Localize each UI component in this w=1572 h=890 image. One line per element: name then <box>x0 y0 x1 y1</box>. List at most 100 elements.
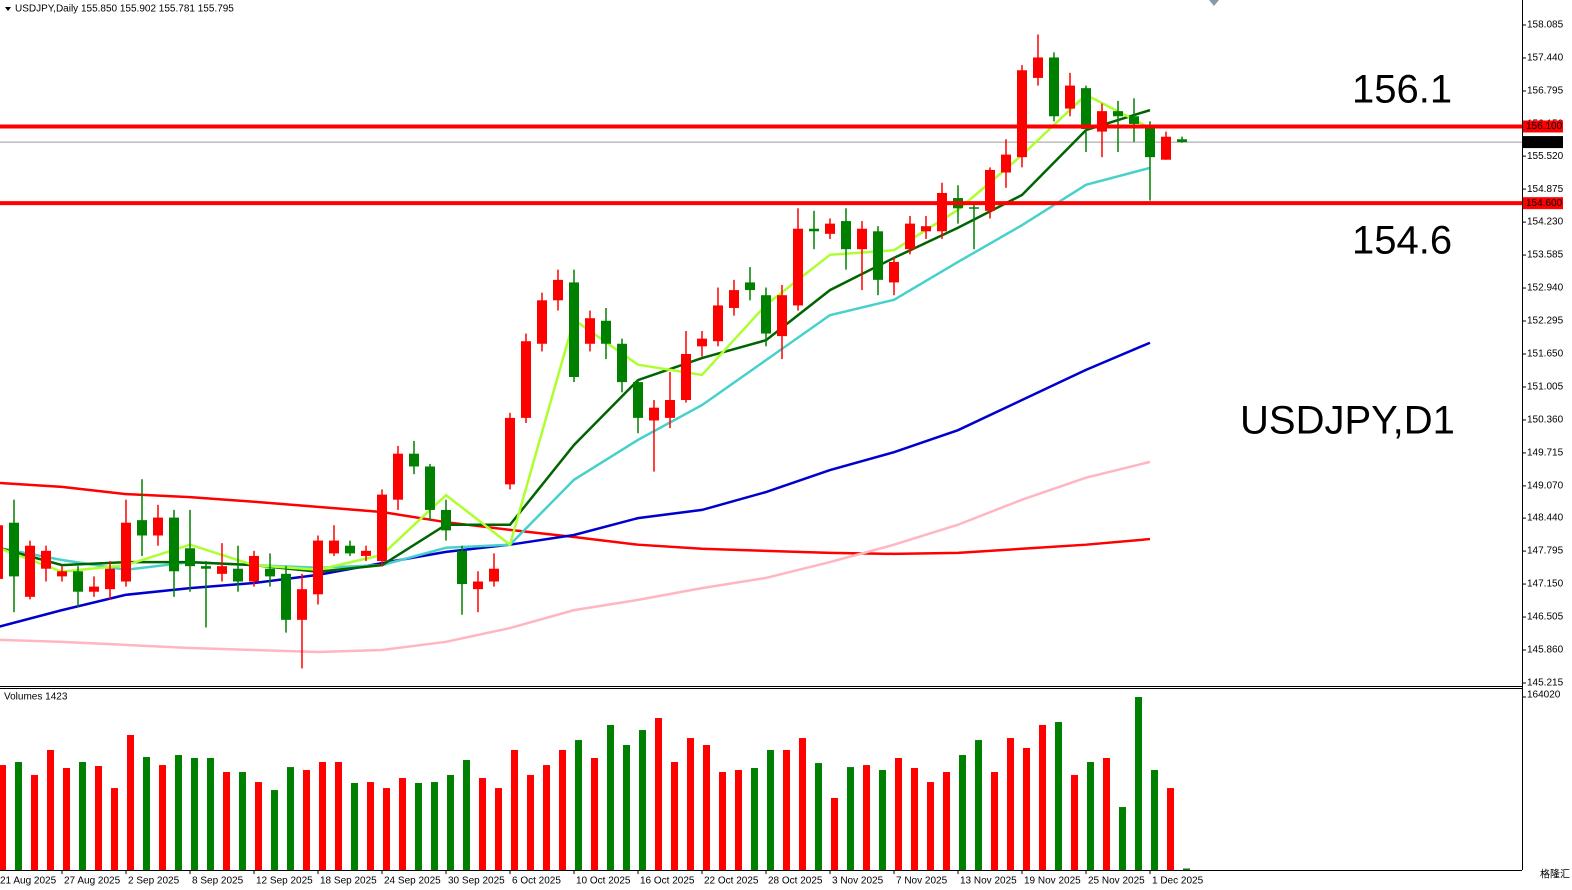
x-tick-label: 24 Sep 2025 <box>384 876 441 887</box>
volume-bar <box>863 765 870 870</box>
candle-body <box>489 568 499 582</box>
candle-body <box>969 207 979 209</box>
candle-body <box>41 550 51 569</box>
x-tick-label: 22 Oct 2025 <box>704 876 759 887</box>
x-tick-label: 28 Oct 2025 <box>768 876 823 887</box>
candle-body <box>601 320 611 344</box>
volume-bar <box>111 788 118 870</box>
x-tick-label: 27 Aug 2025 <box>64 876 121 887</box>
candle-body <box>697 338 707 347</box>
x-tick-label: 3 Nov 2025 <box>832 876 884 887</box>
volume-bar <box>1183 868 1190 870</box>
volume-bar <box>991 772 998 870</box>
volume-bar <box>399 778 406 870</box>
volume-bar <box>1055 722 1062 870</box>
moving-average <box>0 460 1151 654</box>
candle-body <box>745 282 755 291</box>
volume-bar <box>1087 761 1094 870</box>
volume-bar <box>175 755 182 870</box>
volume-bar <box>511 749 518 870</box>
volume-bar <box>287 767 294 870</box>
candle-body <box>809 228 819 232</box>
volume-bar <box>911 768 918 870</box>
y-tick-label: 155.520 <box>1527 151 1564 162</box>
volume-bar <box>479 778 486 870</box>
candle-body <box>393 453 403 500</box>
candle-body <box>985 169 995 211</box>
y-tick-label: 149.070 <box>1527 481 1564 492</box>
candle-body <box>1081 88 1091 130</box>
volume-bar <box>303 770 310 870</box>
y-tick-label: 153.585 <box>1527 250 1564 261</box>
volume-bar <box>783 749 790 870</box>
x-tick-label: 1 Dec 2025 <box>1152 876 1204 887</box>
volume-bar <box>847 767 854 870</box>
level-tag <box>1523 197 1563 210</box>
candle-body <box>345 545 355 554</box>
y-tick-label: 151.005 <box>1527 382 1564 393</box>
candle-body <box>729 290 739 308</box>
candle-body <box>1033 57 1043 78</box>
level-tag <box>1523 120 1563 133</box>
header: USDJPY,Daily 155.850 155.902 155.781 155… <box>15 4 234 15</box>
x-tick-label: 2 Sep 2025 <box>128 876 180 887</box>
last-price-tag <box>1523 136 1563 149</box>
y-tick-label: 148.440 <box>1527 513 1564 524</box>
volume-bar <box>207 757 214 870</box>
volume-bar <box>1135 697 1142 870</box>
candle-body <box>761 295 771 334</box>
candle-body <box>633 382 643 418</box>
candle-body <box>1129 116 1139 124</box>
volume-bar <box>703 745 710 870</box>
candle-body <box>777 295 787 337</box>
candle-body <box>473 581 483 590</box>
candle-body <box>569 282 579 377</box>
candle-body <box>841 221 851 250</box>
y-tick-label: 152.940 <box>1527 283 1564 294</box>
volume-bar <box>127 734 134 870</box>
volume-bar <box>575 740 582 870</box>
candle-body <box>585 318 595 344</box>
candle-body <box>281 573 291 620</box>
candle-body <box>521 341 531 418</box>
candle-body <box>1177 139 1187 143</box>
volume-bar <box>1151 770 1158 870</box>
x-tick-label: 7 Nov 2025 <box>896 876 948 887</box>
candle-body <box>1145 126 1155 158</box>
candle-body <box>1065 85 1075 109</box>
volume-bar <box>959 755 966 870</box>
candle-body <box>1049 57 1059 117</box>
candle-body <box>57 571 67 577</box>
volume-bar <box>447 774 454 870</box>
candle-body <box>185 548 195 567</box>
volume-bar <box>1023 747 1030 870</box>
volume-bar <box>143 757 150 870</box>
x-tick-label: 21 Aug 2025 <box>0 876 57 887</box>
volume-bar <box>1007 738 1014 870</box>
y-tick-label: 154.230 <box>1527 217 1564 228</box>
y-tick-label: 156.795 <box>1527 86 1564 97</box>
x-tick-label: 10 Oct 2025 <box>576 876 631 887</box>
volume-bar <box>1071 774 1078 870</box>
volume-bar <box>799 738 806 870</box>
candle-body <box>505 417 515 485</box>
candle-body <box>9 522 19 577</box>
scroll-marker <box>1209 0 1219 6</box>
volume-bar <box>79 761 86 870</box>
candle-body <box>441 509 451 531</box>
candle-body <box>1017 70 1027 158</box>
volume-bar <box>31 774 38 870</box>
volume-tick-label: 164020 <box>1527 690 1561 701</box>
volume-bar <box>495 788 502 870</box>
watermark: 格隆汇 <box>1540 868 1570 881</box>
candle-body <box>217 566 227 574</box>
candle-body <box>121 522 131 582</box>
volume-bar <box>223 772 230 870</box>
candle-body <box>553 279 563 301</box>
candle-body <box>1161 136 1171 160</box>
volume-bar <box>943 772 950 870</box>
volume-bar <box>0 765 6 870</box>
